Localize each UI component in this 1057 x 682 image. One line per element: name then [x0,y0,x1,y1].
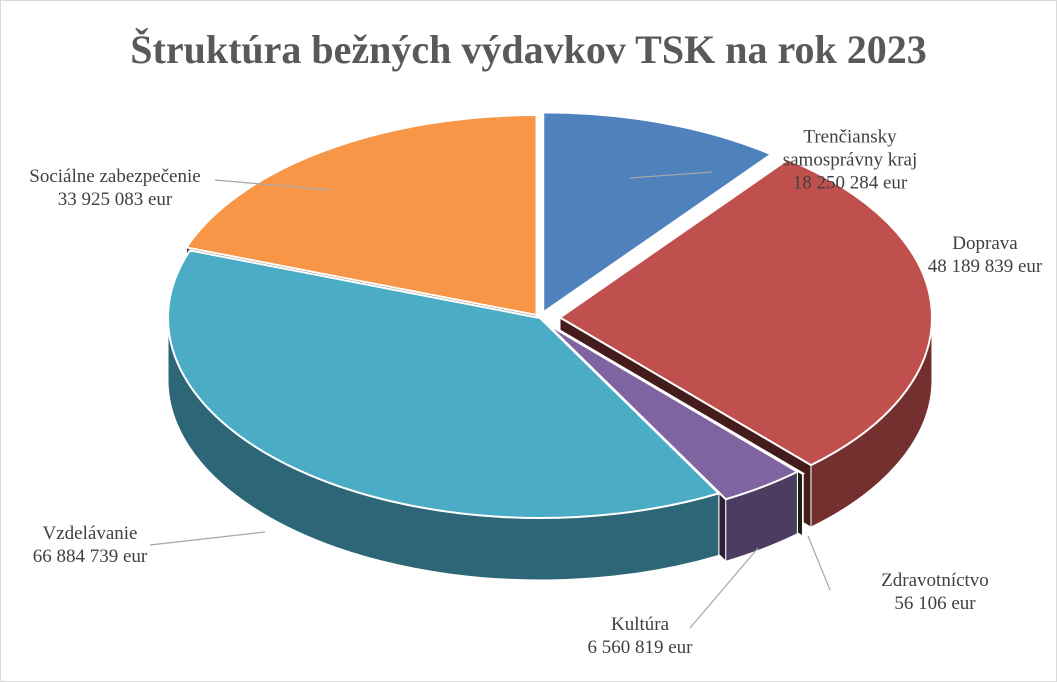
value-label: 18 250 284 eur [792,172,908,194]
slice [167,249,721,519]
slice [558,158,933,467]
value-label: 48 189 839 eur [927,256,1043,277]
value-label: 56 106 eur [894,593,976,614]
leader-line [149,531,266,546]
data-label: Zdravotníctvo 56 106 eur [835,569,1035,615]
category-label: Doprava [952,233,1018,254]
data-label: Kultúra 6 560 819 eur [540,613,740,659]
slice [542,111,774,315]
value-label: 33 925 083 eur [57,189,173,210]
chart-title: Štruktúra bežných výdavkov TSK na rok 20… [130,27,927,72]
data-label: Trenčiansky samosprávny kraj 18 250 284 e… [770,126,930,195]
category-label: Trenčiansky samosprávny kraj [782,126,918,171]
leader-line [629,171,713,179]
leader-line [807,535,831,591]
category-label: Kultúra [610,614,670,635]
leader-line [689,547,759,629]
slice [546,322,800,501]
data-label: Vzdelávanie 66 884 739 eur [0,522,190,568]
category-label: Zdravotníctvo [881,570,989,591]
slice [184,114,538,317]
value-label: 6 560 819 eur [587,637,693,658]
leader-line [214,179,331,191]
category-label: Sociálne zabezpečenie [29,166,201,187]
value-label: 66 884 739 eur [32,546,148,567]
category-label: Vzdelávanie [42,523,138,544]
data-label: Sociálne zabezpečenie 33 925 083 eur [0,165,235,211]
data-label: Doprava 48 189 839 eur [885,232,1057,278]
slice-side [802,472,804,537]
